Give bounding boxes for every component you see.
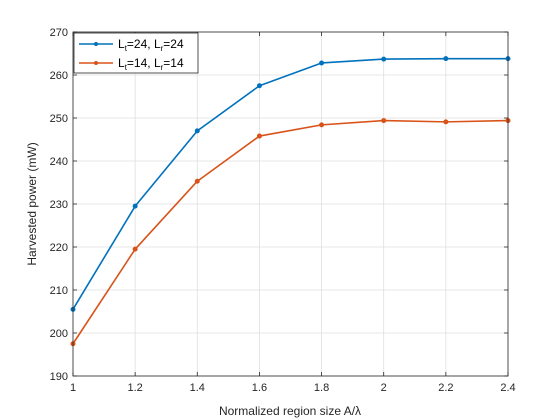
series-line-1 <box>72 57 508 310</box>
legend-entry-series-2: Lt=14, Lr=14 <box>118 56 184 72</box>
data-point-series-1 <box>132 203 138 209</box>
legend-entry-series-1: Lt=24, Lr=24 <box>118 37 184 53</box>
data-point-series-2 <box>319 122 325 128</box>
legend: Lt=24, Lr=24 Lt=14, Lr=14 <box>73 32 199 74</box>
data-point-series-1 <box>443 56 449 62</box>
legend-marker-series-1 <box>94 42 98 46</box>
y-tick-label: 270 <box>50 27 68 39</box>
y-tick-label: 190 <box>50 371 68 383</box>
x-tick-label: 1.2 <box>127 382 142 394</box>
data-point-series-2 <box>256 133 262 139</box>
data-point-series-2 <box>381 118 387 124</box>
legend-marker-series-2 <box>94 61 98 65</box>
y-tick-label: 240 <box>50 156 68 168</box>
data-point-series-2 <box>194 178 200 184</box>
data-point-series-1 <box>256 83 262 89</box>
legend-box <box>73 32 199 74</box>
y-tick-label: 250 <box>50 113 68 125</box>
y-tick-label: 230 <box>50 199 68 211</box>
x-tick-label: 2 <box>381 382 387 394</box>
y-tick-label: 210 <box>50 285 68 297</box>
data-point-series-2 <box>443 119 449 125</box>
data-point-series-1 <box>319 60 325 66</box>
data-point-series-2 <box>132 246 138 252</box>
y-axis-label: Harvested power (mW) <box>25 142 39 265</box>
x-tick-label: 1 <box>70 382 76 394</box>
y-tick-label: 220 <box>50 242 68 254</box>
data-point-series-1 <box>194 128 200 134</box>
series-line-2 <box>72 119 509 345</box>
series-layer <box>70 56 511 347</box>
data-point-series-1 <box>381 56 387 62</box>
x-tick-label: 2.2 <box>438 382 453 394</box>
tick-labels: 1 1.2 1.4 1.6 1.8 2 2.2 2.4 190 200 210 220 230 240 25… <box>50 27 516 394</box>
x-tick-label: 1.4 <box>190 382 205 394</box>
x-tick-label: 1.8 <box>314 382 329 394</box>
x-tick-label: 2.4 <box>500 382 515 394</box>
x-tick-label: 1.6 <box>252 382 267 394</box>
x-axis-label: Normalized region size A/λ <box>219 404 361 418</box>
y-tick-label: 200 <box>50 328 68 340</box>
y-tick-label: 260 <box>50 70 68 82</box>
